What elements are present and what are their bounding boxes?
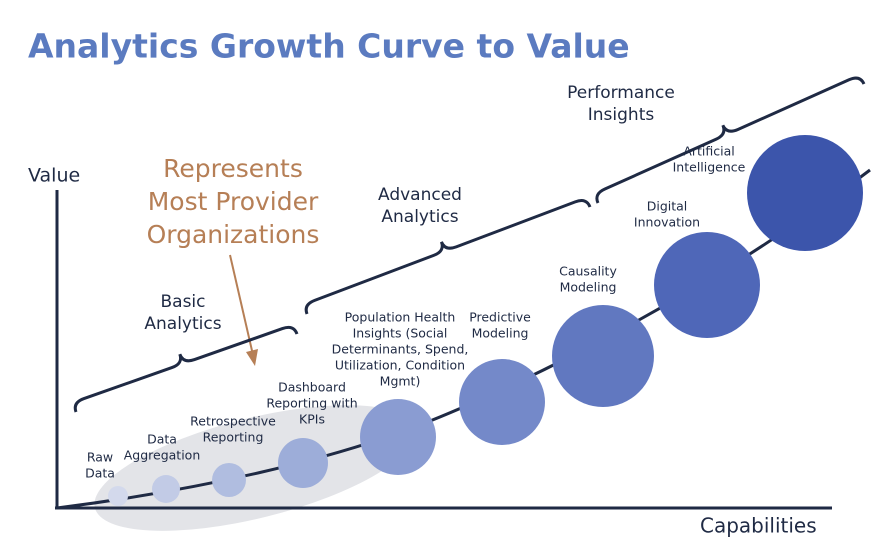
stage-label: Utilization, Condition bbox=[335, 358, 465, 373]
phase-label: Basic bbox=[160, 292, 205, 312]
stage-circle bbox=[278, 438, 328, 488]
stage-label: Determinants, Spend, bbox=[332, 342, 469, 357]
stage-circle bbox=[654, 232, 760, 338]
phase-label: Performance bbox=[567, 83, 675, 103]
stage-circle bbox=[212, 463, 246, 497]
stage-label: Data bbox=[147, 432, 177, 447]
stage-label: Population Health bbox=[345, 310, 456, 325]
stage-label: Retrospective bbox=[190, 414, 276, 429]
bracket bbox=[73, 325, 299, 413]
stage-label: Intelligence bbox=[673, 160, 746, 175]
y-axis-label: Value bbox=[28, 165, 80, 187]
callout-text: Represents bbox=[163, 154, 303, 183]
stage-label: Predictive bbox=[469, 310, 531, 325]
stage-circle bbox=[459, 359, 545, 445]
phase-label: Analytics bbox=[381, 207, 458, 227]
stage-label: Digital bbox=[647, 199, 688, 214]
stage-label: Modeling bbox=[560, 280, 617, 295]
title: Analytics Growth Curve to Value bbox=[28, 27, 630, 66]
stage-label: Modeling bbox=[472, 326, 529, 341]
callout-text: Most Provider bbox=[148, 187, 319, 216]
stage-label: Insights (Social bbox=[353, 326, 448, 341]
callout-arrowhead bbox=[246, 349, 258, 366]
stage-label: Mgmt) bbox=[380, 374, 421, 389]
x-axis-label: Capabilities bbox=[700, 514, 817, 538]
stage-circle bbox=[152, 475, 180, 503]
stage-label: Raw bbox=[87, 450, 113, 465]
stage-label: Causality bbox=[559, 264, 617, 279]
highlight-ellipse bbox=[94, 405, 416, 531]
stage-circle bbox=[747, 135, 863, 251]
bracket bbox=[304, 199, 592, 315]
stage-label: Dashboard bbox=[278, 380, 346, 395]
phase-label: Analytics bbox=[144, 314, 221, 334]
stage-circle bbox=[108, 486, 128, 506]
stage-label: Innovation bbox=[634, 215, 700, 230]
stage-circle bbox=[360, 399, 436, 475]
stage-label: Reporting with bbox=[266, 396, 357, 411]
stage-label: Data bbox=[85, 466, 115, 481]
callout-text: Organizations bbox=[147, 220, 320, 249]
phase-label: Advanced bbox=[378, 185, 462, 205]
stage-label: Aggregation bbox=[124, 448, 201, 463]
stage-label: Artificial bbox=[683, 144, 734, 159]
callout-arrow bbox=[229, 254, 254, 356]
stage-label: Reporting bbox=[203, 430, 264, 445]
stage-circle bbox=[552, 305, 654, 407]
bracket bbox=[595, 76, 866, 204]
phase-label: Insights bbox=[588, 105, 655, 125]
stage-label: KPIs bbox=[299, 412, 325, 427]
